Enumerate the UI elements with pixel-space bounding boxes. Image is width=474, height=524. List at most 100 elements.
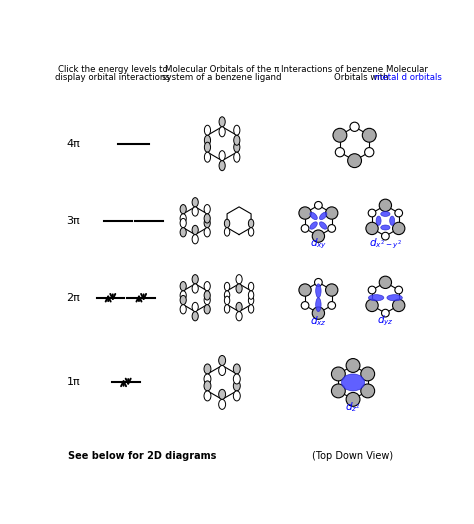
Ellipse shape [180, 219, 186, 227]
Ellipse shape [204, 227, 210, 237]
Circle shape [301, 225, 309, 232]
Ellipse shape [319, 212, 327, 220]
Text: 4π: 4π [66, 139, 81, 149]
Ellipse shape [192, 225, 198, 235]
Ellipse shape [204, 291, 210, 300]
Circle shape [368, 286, 376, 294]
Circle shape [315, 278, 322, 286]
Text: Molecular Orbitals of the π: Molecular Orbitals of the π [165, 64, 279, 73]
Ellipse shape [233, 374, 240, 384]
Ellipse shape [192, 235, 198, 244]
Circle shape [361, 384, 374, 398]
Text: (Top Down View): (Top Down View) [312, 451, 393, 461]
Ellipse shape [248, 304, 254, 313]
Ellipse shape [219, 389, 226, 399]
Circle shape [346, 358, 360, 373]
Ellipse shape [204, 125, 210, 135]
Ellipse shape [192, 284, 198, 293]
Ellipse shape [219, 355, 226, 366]
Ellipse shape [376, 216, 381, 225]
Ellipse shape [316, 284, 321, 298]
Text: display orbital interactions: display orbital interactions [55, 73, 170, 82]
Ellipse shape [204, 364, 211, 374]
Ellipse shape [219, 399, 226, 409]
Circle shape [315, 202, 322, 209]
Ellipse shape [204, 374, 211, 384]
Circle shape [365, 148, 374, 157]
Ellipse shape [390, 216, 395, 225]
Circle shape [368, 209, 376, 217]
Circle shape [392, 299, 405, 312]
Circle shape [328, 225, 336, 232]
Ellipse shape [180, 304, 186, 314]
Ellipse shape [180, 291, 186, 300]
Ellipse shape [224, 296, 230, 304]
Ellipse shape [341, 374, 365, 391]
Ellipse shape [224, 291, 230, 299]
Ellipse shape [234, 125, 240, 135]
Ellipse shape [248, 227, 254, 236]
Ellipse shape [310, 212, 317, 220]
Ellipse shape [204, 152, 210, 162]
Ellipse shape [381, 225, 390, 230]
Ellipse shape [234, 152, 240, 162]
Ellipse shape [233, 381, 240, 391]
Ellipse shape [219, 161, 225, 171]
Text: Interactions of benzene Molecular: Interactions of benzene Molecular [281, 64, 428, 73]
Ellipse shape [180, 204, 186, 214]
Ellipse shape [192, 207, 198, 216]
Ellipse shape [192, 312, 198, 321]
Ellipse shape [204, 142, 210, 152]
Circle shape [331, 384, 345, 398]
Ellipse shape [219, 117, 225, 127]
Ellipse shape [316, 298, 321, 312]
Ellipse shape [248, 219, 254, 227]
Ellipse shape [219, 127, 225, 137]
Text: 3π: 3π [66, 216, 80, 226]
Text: $d_{z^2}$: $d_{z^2}$ [345, 400, 361, 414]
Text: $d_{xz}$: $d_{xz}$ [310, 314, 327, 328]
Circle shape [350, 122, 359, 132]
Ellipse shape [248, 291, 254, 299]
Text: See below for 2D diagrams: See below for 2D diagrams [68, 451, 217, 461]
Ellipse shape [204, 304, 210, 314]
Ellipse shape [219, 366, 226, 376]
Circle shape [312, 307, 325, 319]
Circle shape [328, 302, 336, 309]
Text: Click the energy levels to: Click the energy levels to [58, 64, 168, 73]
Circle shape [331, 367, 345, 381]
Circle shape [366, 299, 378, 312]
Ellipse shape [234, 142, 240, 152]
Text: system of a benzene ligand: system of a benzene ligand [163, 73, 282, 82]
Ellipse shape [319, 222, 327, 229]
Text: $d_{x^2-y^2}$: $d_{x^2-y^2}$ [369, 237, 402, 251]
Circle shape [395, 286, 402, 294]
Circle shape [379, 276, 392, 289]
Ellipse shape [233, 391, 240, 401]
Ellipse shape [204, 391, 211, 401]
Circle shape [362, 128, 376, 142]
Ellipse shape [204, 296, 210, 304]
Circle shape [333, 128, 347, 142]
Circle shape [382, 309, 389, 317]
Circle shape [361, 367, 374, 381]
Ellipse shape [224, 227, 230, 236]
Circle shape [335, 148, 345, 157]
Ellipse shape [236, 312, 242, 321]
Circle shape [312, 230, 325, 242]
Ellipse shape [204, 214, 210, 223]
Ellipse shape [236, 275, 242, 284]
Ellipse shape [204, 381, 211, 391]
Ellipse shape [219, 151, 225, 161]
Ellipse shape [192, 198, 198, 207]
Text: $d_{yz}$: $d_{yz}$ [377, 314, 394, 328]
Ellipse shape [236, 284, 242, 293]
Ellipse shape [234, 135, 240, 145]
Ellipse shape [381, 212, 390, 216]
Ellipse shape [248, 296, 254, 304]
Ellipse shape [192, 302, 198, 312]
Text: Orbitals with: Orbitals with [334, 73, 391, 82]
Text: 2π: 2π [66, 293, 81, 303]
Ellipse shape [224, 219, 230, 227]
Circle shape [346, 392, 360, 406]
